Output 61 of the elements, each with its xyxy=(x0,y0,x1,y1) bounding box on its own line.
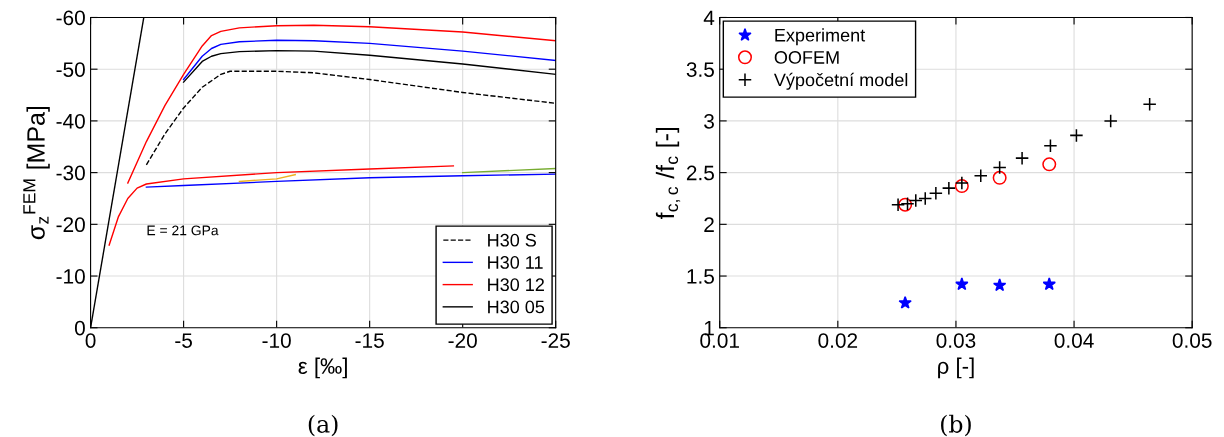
y-tick-label: -60 xyxy=(56,10,85,26)
text: (b) xyxy=(941,414,971,437)
point xyxy=(1069,128,1084,143)
point xyxy=(1042,277,1056,291)
legend-label: H30 12 xyxy=(488,278,544,292)
point xyxy=(918,191,933,206)
point xyxy=(1015,151,1030,166)
x-tick-label: 0.03 xyxy=(936,333,976,348)
point xyxy=(954,175,969,190)
line-series xyxy=(182,39,556,81)
point xyxy=(992,170,1007,185)
y-axis-title: σ$_{z}$$^{FEM}$ [MPa] xyxy=(23,106,50,240)
point xyxy=(908,193,923,208)
y-tick-label: -40 xyxy=(56,113,85,129)
y-tick-label: 2.5 xyxy=(686,165,714,181)
x-tick-label: 0 xyxy=(85,333,96,348)
x-tick-label: -5 xyxy=(175,333,192,348)
point xyxy=(1043,138,1058,153)
x-tick-label: -25 xyxy=(541,333,570,348)
point xyxy=(955,277,969,291)
y-tick-label: 0 xyxy=(74,320,85,336)
annotation: E = 21 GPa xyxy=(147,225,219,236)
y-tick-label: 3.5 xyxy=(686,62,714,77)
x-tick-label: 0.02 xyxy=(818,333,858,348)
legend-label: H30 11 xyxy=(488,256,543,269)
line-series xyxy=(127,24,556,184)
y-tick-label: -50 xyxy=(56,62,85,77)
x-tick-label: -20 xyxy=(448,333,477,348)
point xyxy=(954,179,969,194)
y-tick-label: 2 xyxy=(704,217,714,232)
legend-label: Experiment xyxy=(775,28,866,46)
point xyxy=(992,160,1007,175)
point xyxy=(928,186,943,201)
x-axis-title: ε [‰] xyxy=(298,357,347,379)
point xyxy=(1103,113,1118,128)
x-tick-label: 0.04 xyxy=(1054,333,1094,348)
point xyxy=(941,181,956,196)
legend-label: H30 05 xyxy=(488,300,545,314)
point xyxy=(891,197,906,212)
point xyxy=(973,168,988,183)
line-series xyxy=(145,173,556,188)
text: (a) xyxy=(308,414,338,437)
point xyxy=(1042,157,1057,172)
point xyxy=(898,295,912,309)
y-tick-label: 3 xyxy=(704,113,714,129)
x-axis-title: ρ [-] xyxy=(938,357,974,379)
y-tick-label: -20 xyxy=(56,217,85,233)
y-axis-title: f$_{c,c}$ /f$_{c}$ [-] xyxy=(655,127,681,220)
legend-label: OOFEM xyxy=(774,51,839,64)
y-tick-label: -30 xyxy=(56,165,85,181)
line-series xyxy=(108,165,455,246)
y-tick-label: 4 xyxy=(703,10,715,26)
x-tick-label: -15 xyxy=(355,333,384,348)
y-tick-label: -10 xyxy=(56,269,85,284)
x-tick-label: 0.05 xyxy=(1172,333,1212,348)
x-tick-label: -10 xyxy=(262,333,291,348)
legend-label: Výpočetní model xyxy=(773,72,908,90)
y-tick-label: 1.5 xyxy=(687,269,714,284)
point xyxy=(992,278,1007,292)
legend-label: H30 S xyxy=(488,233,536,247)
point xyxy=(1142,97,1157,112)
